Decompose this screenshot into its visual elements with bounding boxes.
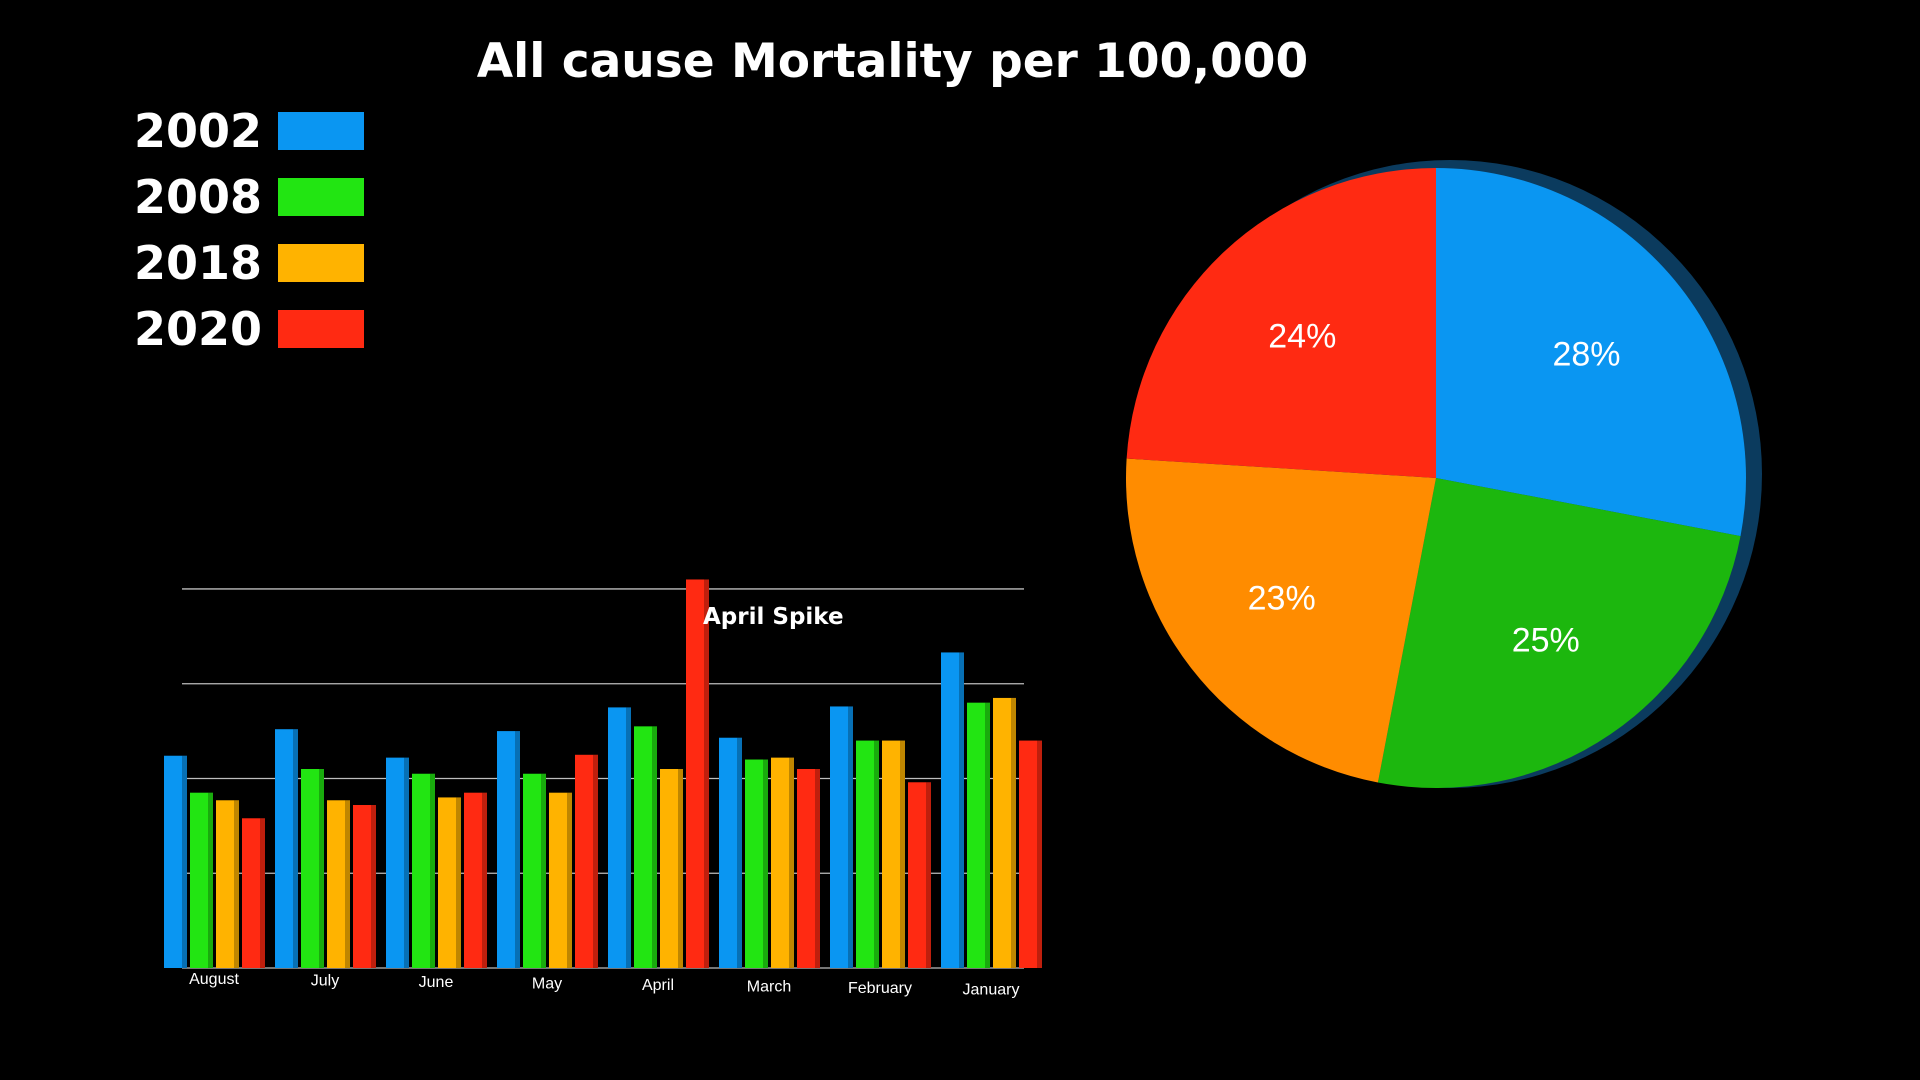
legend-label: 2018 (134, 236, 263, 290)
annotation-april-spike: April Spike (703, 604, 844, 630)
bar-shade (345, 800, 350, 968)
bar-2018-January (993, 697, 1016, 968)
legend-swatch (278, 112, 364, 150)
bar-chart: August July June May April March February Janua… (164, 579, 1042, 999)
bar-2020-January (1019, 740, 1042, 968)
legend-item-2018: 2018 (134, 230, 364, 296)
bar-shade (319, 769, 324, 968)
bar-shade (293, 729, 298, 968)
bar-shade (593, 754, 598, 968)
chart-title: All cause Mortality per 100,000 (476, 34, 1309, 89)
bar-2018-May (549, 792, 572, 968)
bar-2008-July (301, 769, 324, 968)
bar-2018-March (771, 757, 794, 968)
bar-shade (567, 792, 572, 968)
bar-2018-June (438, 797, 461, 968)
bar-shade (260, 818, 265, 968)
bar-shade (626, 707, 631, 968)
bar-2018-July (327, 800, 350, 968)
bar-2020-July (353, 805, 376, 968)
bar-2008-May (523, 773, 546, 968)
tick-label: March (747, 979, 791, 996)
bar-shade (678, 769, 683, 968)
bar-shade (789, 757, 794, 968)
legend-item-2008: 2008 (134, 164, 364, 230)
pie-slice-2020 (1126, 168, 1436, 478)
bar-2008-August (190, 792, 213, 968)
bar-shade (815, 769, 820, 968)
bar-2018-August (216, 800, 239, 968)
bar-shade (737, 737, 742, 968)
tick-label: May (532, 976, 562, 993)
bar-shade (182, 755, 187, 968)
bar-shade (848, 706, 853, 968)
bar-2020-August (242, 818, 265, 968)
pie-slice-2002 (1436, 168, 1746, 537)
bar-2020-May (575, 754, 598, 968)
tick-label: June (419, 974, 454, 991)
bar-shade (874, 740, 879, 968)
bar-2020-June (464, 792, 487, 968)
bar-2018-February (882, 740, 905, 968)
bar-2002-March (719, 737, 742, 968)
bar-2020-February (908, 782, 931, 968)
bar-shade (926, 782, 931, 968)
pie-label: 28% (1552, 336, 1620, 374)
legend-item-2020: 2020 (134, 296, 364, 362)
bar-shade (985, 702, 990, 968)
legend-item-2002: 2002 (134, 98, 364, 164)
bar-shade (1011, 697, 1016, 968)
bar-2018-April (660, 769, 683, 968)
bar-2002-February (830, 706, 853, 968)
pie-label: 25% (1512, 622, 1580, 660)
bar-shade (959, 652, 964, 968)
legend-swatch (278, 244, 364, 282)
bar-2020-March (797, 769, 820, 968)
bar-2002-July (275, 729, 298, 968)
bar-2020-April (686, 579, 709, 968)
legend-swatch (278, 310, 364, 348)
bar-2008-January (967, 702, 990, 968)
bar-shade (541, 773, 546, 968)
pie-chart: 28% 25% 23% 24% (1126, 160, 1762, 788)
bar-shade (208, 792, 213, 968)
pie-slice-2018 (1126, 458, 1436, 783)
legend: 2002 2008 2018 2020 (134, 98, 364, 362)
bar-shade (430, 773, 435, 968)
bar-shade (763, 759, 768, 968)
pie-label: 24% (1268, 318, 1336, 356)
pie-slice-2008 (1377, 478, 1741, 788)
bar-shade (482, 792, 487, 968)
tick-label: February (848, 980, 912, 997)
bar-2002-April (608, 707, 631, 968)
tick-label: April (642, 977, 674, 994)
bar-2008-April (634, 726, 657, 968)
legend-label: 2008 (134, 170, 263, 224)
legend-label: 2002 (134, 104, 263, 158)
bar-shade (515, 731, 520, 968)
bar-shade (234, 800, 239, 968)
bar-shade (404, 757, 409, 968)
bar-shade (456, 797, 461, 968)
bar-2008-June (412, 773, 435, 968)
pie-label: 23% (1248, 580, 1316, 618)
bar-2002-June (386, 757, 409, 968)
bar-2008-March (745, 759, 768, 968)
bar-shade (652, 726, 657, 968)
bar-2002-January (941, 652, 964, 968)
bar-2002-August (164, 755, 187, 968)
bar-2008-February (856, 740, 879, 968)
tick-label: January (963, 982, 1020, 999)
legend-label: 2020 (134, 302, 263, 356)
bar-shade (371, 805, 376, 968)
bar-shade (900, 740, 905, 968)
tick-label: July (311, 973, 339, 990)
bar-shade (1037, 740, 1042, 968)
bar-2002-May (497, 731, 520, 968)
tick-label: August (189, 971, 239, 988)
bar-shade (704, 579, 709, 968)
legend-swatch (278, 178, 364, 216)
